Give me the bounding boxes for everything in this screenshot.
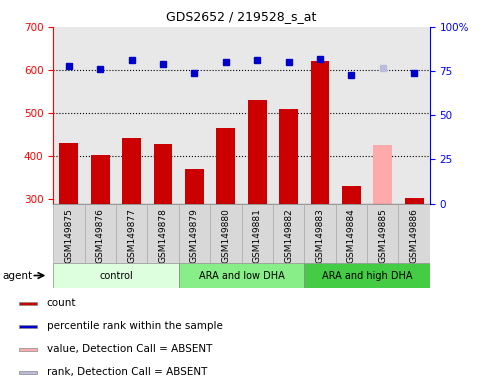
Text: value, Detection Call = ABSENT: value, Detection Call = ABSENT <box>47 344 212 354</box>
Bar <box>19 371 38 374</box>
Bar <box>210 204 242 263</box>
Text: GSM149886: GSM149886 <box>410 208 419 263</box>
Text: GSM149880: GSM149880 <box>221 208 230 263</box>
Bar <box>405 199 424 204</box>
Bar <box>304 263 430 288</box>
Bar <box>147 204 179 263</box>
Bar <box>216 128 235 204</box>
Text: GSM149885: GSM149885 <box>378 208 387 263</box>
Bar <box>154 144 172 204</box>
Bar <box>116 204 147 263</box>
Text: percentile rank within the sample: percentile rank within the sample <box>47 321 223 331</box>
Text: GSM149876: GSM149876 <box>96 208 105 263</box>
Bar <box>53 263 179 288</box>
Bar <box>53 204 85 263</box>
Bar <box>336 204 367 263</box>
Text: GSM149881: GSM149881 <box>253 208 262 263</box>
Text: GSM149883: GSM149883 <box>315 208 325 263</box>
Bar <box>19 348 38 351</box>
Bar <box>122 138 141 204</box>
Bar <box>19 325 38 328</box>
Bar <box>19 302 38 305</box>
Bar <box>179 263 304 288</box>
Text: ARA and low DHA: ARA and low DHA <box>199 270 284 281</box>
Text: GSM149878: GSM149878 <box>158 208 168 263</box>
Bar <box>311 61 329 204</box>
Text: rank, Detection Call = ABSENT: rank, Detection Call = ABSENT <box>47 367 207 377</box>
Text: GSM149882: GSM149882 <box>284 208 293 263</box>
Text: GSM149875: GSM149875 <box>64 208 73 263</box>
Text: ARA and high DHA: ARA and high DHA <box>322 270 412 281</box>
Bar <box>242 204 273 263</box>
Bar <box>91 155 110 204</box>
Bar <box>59 143 78 204</box>
Text: GSM149877: GSM149877 <box>127 208 136 263</box>
Bar <box>367 204 398 263</box>
Bar <box>373 146 392 204</box>
Text: control: control <box>99 270 133 281</box>
Bar <box>279 109 298 204</box>
Text: GSM149884: GSM149884 <box>347 208 356 263</box>
Bar <box>85 204 116 263</box>
Bar <box>185 169 204 204</box>
Bar <box>342 186 361 204</box>
Bar <box>398 204 430 263</box>
Text: GSM149879: GSM149879 <box>190 208 199 263</box>
Text: GDS2652 / 219528_s_at: GDS2652 / 219528_s_at <box>166 10 317 23</box>
Bar <box>273 204 304 263</box>
Bar <box>248 100 267 204</box>
Bar <box>304 204 336 263</box>
Text: agent: agent <box>2 270 32 281</box>
Bar <box>179 204 210 263</box>
Text: count: count <box>47 298 76 308</box>
